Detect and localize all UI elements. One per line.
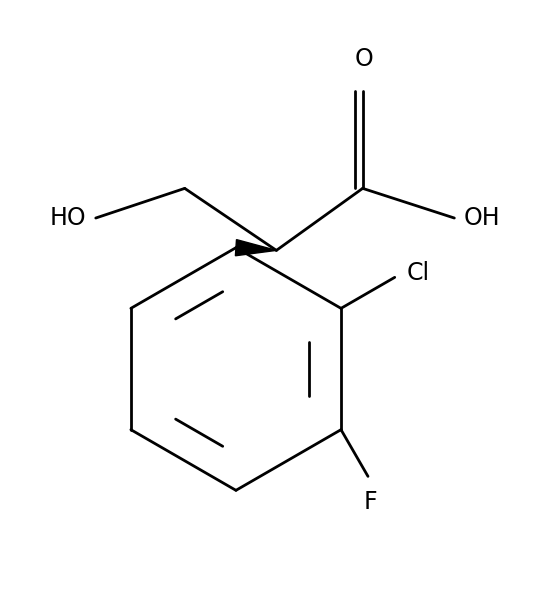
Text: HO: HO <box>49 206 86 230</box>
Text: O: O <box>355 47 373 71</box>
Polygon shape <box>235 239 276 256</box>
Text: Cl: Cl <box>406 261 430 285</box>
Text: OH: OH <box>464 206 501 230</box>
Text: F: F <box>364 490 377 514</box>
